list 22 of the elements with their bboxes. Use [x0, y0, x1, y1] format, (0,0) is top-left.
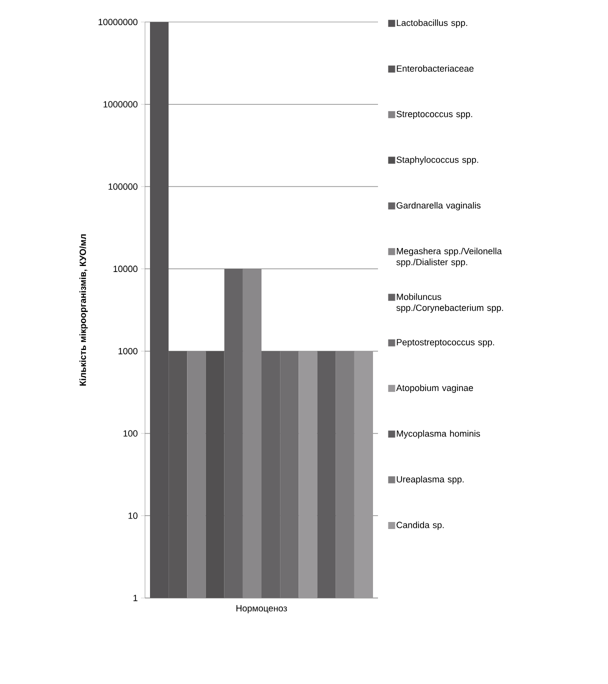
legend-label: Megashera spp./Veilonella spp./Dialister spp.: [396, 248, 502, 268]
y-tick-label: 100000: [108, 183, 138, 190]
legend-label: Enterobacteriaceae: [396, 65, 474, 72]
y-tick-label: 1000: [118, 348, 138, 354]
y-tick-label: 1: [134, 594, 138, 602]
y-tick-label: 10: [128, 512, 138, 519]
y-tick-label: 10000000: [98, 18, 138, 26]
legend-label: Ureaplasma spp.: [396, 476, 464, 484]
legend-label: Streptococcus spp.: [396, 110, 472, 119]
legend-label: Gardnarella vaginalis: [396, 202, 481, 210]
legend-label: Candida sp.: [396, 522, 444, 530]
y-tick-label: 10000: [114, 266, 138, 272]
legend-label: Mobiluncus spp./Corynebacterium spp.: [396, 293, 503, 313]
legend-label: Mycoplasma hominis: [396, 430, 480, 439]
y-axis-title: Кількість мікроорганізмів, КУО/мл: [79, 234, 88, 386]
legend-label: Atopobium vaginae: [396, 384, 474, 393]
y-tick-label: 100: [124, 430, 138, 437]
legend-label: Staphylococcus spp.: [396, 156, 478, 165]
legend-label: Peptostreptococcus spp.: [396, 339, 494, 348]
legend-label: Lactobacillus spp.: [396, 19, 468, 28]
y-tick-label: 1000000: [104, 101, 138, 108]
x-tick-label: Нормоценоз: [236, 605, 287, 614]
